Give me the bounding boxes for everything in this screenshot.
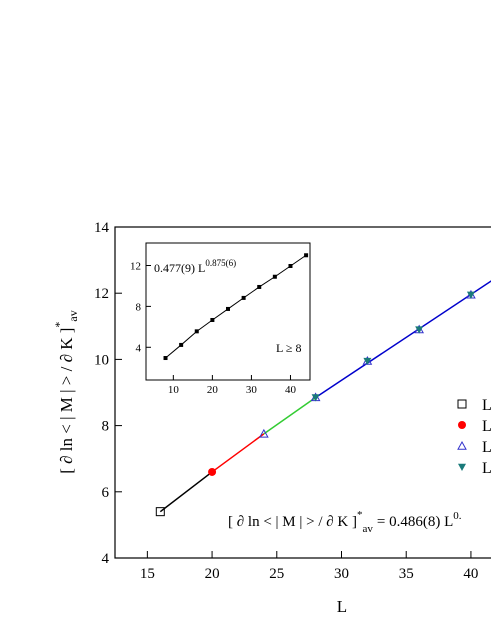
fit-line — [211, 433, 265, 473]
legend-label: L — [482, 439, 491, 456]
inset-point — [288, 264, 293, 269]
inset-line — [165, 254, 307, 359]
inset-point — [241, 295, 246, 300]
inset-y-tick-label: 12 — [130, 260, 141, 272]
annotation-rest: = 0.486(8) L — [377, 514, 453, 530]
annotation: [ ∂ ln < | M | > / ∂ K ]*av = 0.486(8) L0… — [228, 509, 462, 535]
inset-annotation: 0.477(9) L0.875(6) — [154, 258, 236, 275]
y-label-main: [ ∂ ln < | M | > / ∂ K ] — [57, 328, 76, 474]
marker — [458, 421, 466, 429]
y-label-sup: * — [52, 322, 66, 328]
y-tick-label: 10 — [94, 352, 109, 368]
inset-point — [272, 274, 277, 279]
x-tick-label: 30 — [334, 566, 349, 582]
inset-y-tick-label: 8 — [136, 301, 142, 313]
inset-point — [257, 284, 262, 289]
inset-x-tick-label: 30 — [246, 384, 258, 396]
annotation-rest-sup: 0. — [453, 510, 462, 522]
annotation-sup: * — [357, 509, 363, 521]
inset-point — [304, 253, 309, 258]
inset-point — [210, 317, 215, 322]
marker — [363, 357, 372, 366]
inset-point — [179, 342, 184, 347]
y-tick-label: 14 — [94, 220, 110, 236]
y-tick-label: 4 — [102, 551, 110, 567]
marker — [458, 463, 466, 471]
x-tick-label: 20 — [205, 566, 220, 582]
marker — [457, 399, 467, 409]
annotation-main: [ ∂ ln < | M | > / ∂ K ] — [228, 514, 357, 530]
x-tick-label: 15 — [140, 566, 155, 582]
inset-frame — [145, 242, 311, 381]
inset-x-tick-label: 10 — [168, 384, 180, 396]
y-label-sub: av — [66, 310, 80, 321]
x-tick-label: 35 — [399, 566, 414, 582]
marker — [208, 467, 217, 476]
y-tick-label: 6 — [102, 485, 110, 501]
inset-annotation-main: 0.477(9) L — [154, 261, 205, 275]
inset-point — [194, 329, 199, 334]
inset-y-tick-label: 4 — [136, 342, 142, 354]
annotation-sub: av — [363, 523, 374, 535]
inset-x-tick-label: 40 — [285, 384, 297, 396]
legend-label: L — [482, 397, 491, 414]
inset-x-tick-label: 20 — [207, 384, 219, 396]
x-axis-label: L — [337, 597, 347, 616]
x-tick-label: 25 — [269, 566, 284, 582]
y-axis-label: [ ∂ ln < | M | > / ∂ K ]*av — [52, 310, 80, 474]
inset-annotation-sup: 0.875(6) — [205, 258, 236, 268]
y-tick-label: 12 — [94, 286, 109, 302]
fit-line — [315, 280, 491, 399]
marker — [258, 428, 269, 438]
inset-note: L ≥ 8 — [276, 341, 301, 355]
fit-line — [263, 396, 317, 435]
y-tick-label: 8 — [102, 419, 110, 435]
inset-point — [226, 306, 230, 311]
fit-line — [159, 471, 213, 513]
x-tick-label: 40 — [463, 566, 478, 582]
legend-label: L — [482, 418, 491, 435]
marker — [311, 394, 320, 402]
inset-point — [163, 356, 168, 361]
legend-label: L — [482, 460, 491, 477]
marker — [466, 291, 475, 299]
marker — [457, 440, 467, 450]
marker — [415, 326, 424, 334]
marker — [155, 507, 165, 517]
